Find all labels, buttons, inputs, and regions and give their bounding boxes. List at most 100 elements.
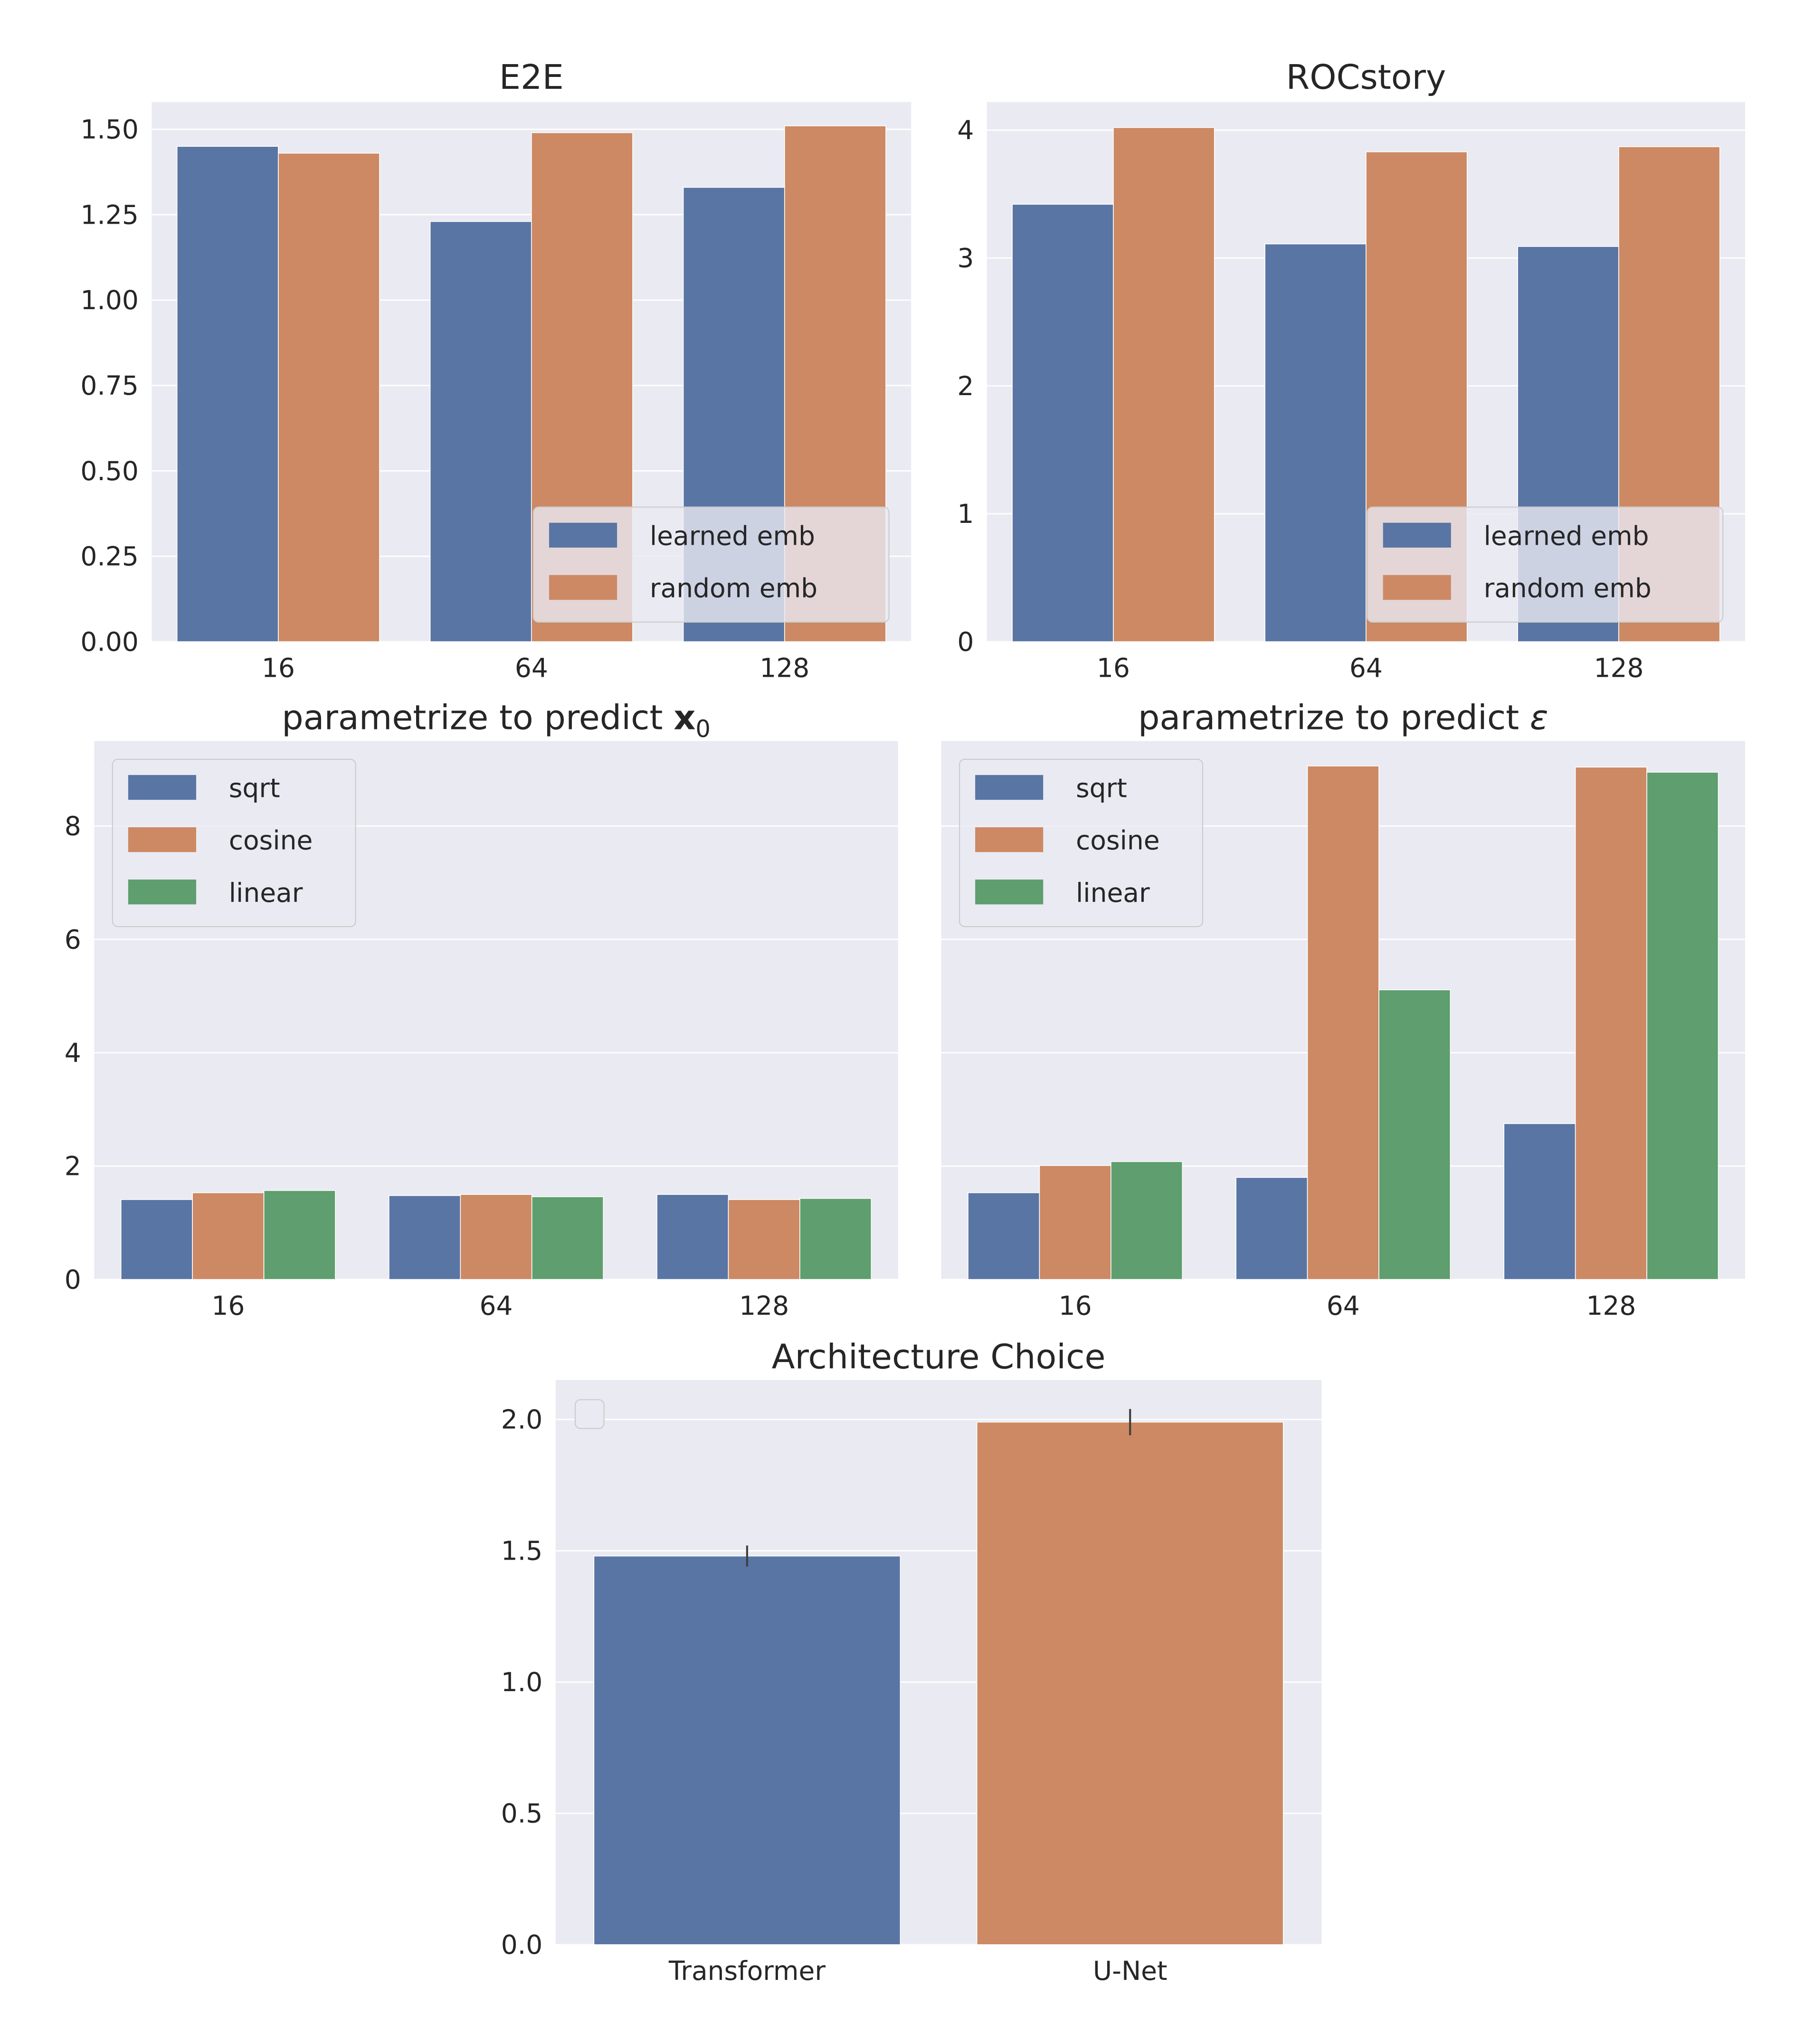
- legend: learned emb random emb: [1367, 506, 1724, 623]
- chart-title: parametrize to predict ε: [1138, 698, 1548, 738]
- x-tick-label: 64: [1349, 653, 1383, 683]
- x-tick-label: 16: [1097, 653, 1130, 683]
- bar-cosine-16: [1039, 1165, 1111, 1280]
- legend-swatch: [1383, 522, 1451, 548]
- y-tick-label: 0.50: [80, 456, 138, 486]
- bar-cosine-64: [460, 1194, 532, 1280]
- legend-swatch: [128, 775, 196, 800]
- title-subscript: 0: [695, 715, 711, 743]
- bar-learned-emb-64: [1264, 243, 1367, 643]
- bar-cosine-16: [192, 1192, 265, 1280]
- bar-random-emb-16: [1113, 127, 1215, 643]
- y-tick-label: 1.50: [80, 114, 138, 144]
- y-tick-label: 0.25: [80, 541, 138, 572]
- legend-label: linear: [229, 878, 303, 908]
- y-tick-label: 4: [957, 115, 974, 145]
- legend-frame: [532, 506, 890, 623]
- bar-cosine-128: [728, 1199, 800, 1280]
- y-tick-label: 1.25: [80, 199, 138, 230]
- chart-eps: parametrize to predict ε 16 64 128 sqrt cosin…: [941, 698, 1745, 1321]
- x-tick-label: 128: [1586, 1290, 1636, 1321]
- legend: learned emb random emb: [532, 506, 890, 623]
- bar-sqrt-64: [1235, 1177, 1308, 1280]
- bar-sqrt-16: [968, 1192, 1040, 1280]
- y-tick-label: 1: [957, 499, 974, 529]
- legend-swatch: [128, 827, 196, 852]
- chart-e2e: 0.00 0.25 0.50 0.75 1.00 1.25 1.50 E2E 16 64 128 le…: [80, 57, 911, 683]
- y-tick-label: 2: [957, 371, 974, 401]
- x-tick-label: U-Net: [1093, 1956, 1168, 1986]
- chart-title: Architecture Choice: [772, 1337, 1106, 1376]
- chart-roc: 0 1 2 3 4 ROCstory 16 64 128 learned emb random em…: [957, 57, 1745, 683]
- title-math: ε: [1530, 698, 1548, 738]
- x-tick-label: 64: [515, 653, 548, 683]
- legend-swatch: [1383, 575, 1451, 600]
- y-tick-label: 1.5: [501, 1536, 543, 1566]
- legend-label: sqrt: [229, 773, 280, 804]
- legend-frame: [1367, 506, 1724, 623]
- bar-sqrt-128: [656, 1194, 729, 1280]
- legend-swatch: [975, 827, 1044, 852]
- legend-swatch: [975, 880, 1044, 905]
- y-tick-label: 1.00: [80, 285, 138, 315]
- legend: sqrt cosine linear: [112, 758, 356, 927]
- bar-U-Net-U-Net: [976, 1421, 1284, 1945]
- legend-frame-empty: [574, 1399, 605, 1429]
- bar-sqrt-64: [389, 1195, 461, 1280]
- y-tick-label: 0: [957, 626, 974, 657]
- title-text: E2E: [499, 57, 564, 97]
- legend-label: learned emb: [650, 521, 815, 551]
- bar-linear-128: [1646, 772, 1719, 1280]
- bar-linear-128: [799, 1198, 872, 1280]
- bar-sqrt-128: [1503, 1123, 1576, 1280]
- legend-swatch: [128, 880, 196, 905]
- chart-arch: 0.0 0.5 1.0 1.5 2.0 Architecture Choice Transf…: [501, 1337, 1322, 1986]
- legend-label: linear: [1076, 878, 1150, 908]
- y-tick-label: 8: [65, 811, 81, 842]
- chart-title: E2E: [499, 57, 564, 97]
- y-tick-label: 3: [957, 243, 974, 273]
- x-tick-label: 128: [739, 1290, 789, 1321]
- y-tick-label: 0.5: [501, 1798, 543, 1829]
- x-tick-label: 128: [760, 653, 809, 683]
- legend: sqrt cosine linear: [959, 758, 1204, 927]
- chart-title: ROCstory: [1286, 57, 1446, 97]
- y-tick-label: 6: [65, 924, 81, 955]
- bar-random-emb-16: [278, 152, 380, 643]
- bar-learned-emb-64: [429, 221, 532, 643]
- bar-linear-16: [263, 1190, 336, 1280]
- y-tick-label: 0.0: [501, 1930, 543, 1960]
- bar-sqrt-16: [120, 1199, 193, 1280]
- legend-label: cosine: [1076, 825, 1160, 856]
- y-tick-label: 0: [65, 1264, 81, 1295]
- legend-label: random emb: [650, 573, 817, 604]
- y-tick-label: 0.00: [80, 626, 138, 657]
- legend-label: random emb: [1484, 573, 1652, 604]
- y-tick-label: 4: [65, 1038, 81, 1068]
- x-tick-label: Transformer: [668, 1956, 826, 1986]
- legend-label: sqrt: [1076, 773, 1127, 804]
- y-tick-label: 0.75: [80, 370, 138, 401]
- title-math: x: [674, 698, 695, 738]
- legend-label: learned emb: [1484, 521, 1649, 551]
- title-text: parametrize to predict: [1138, 698, 1530, 738]
- bar-linear-64: [531, 1196, 604, 1280]
- title-text: parametrize to predict: [282, 698, 674, 738]
- legend-swatch: [549, 575, 617, 600]
- bar-linear-64: [1378, 989, 1451, 1280]
- legend-swatch: [549, 522, 617, 548]
- x-tick-label: 128: [1594, 653, 1643, 683]
- bar-linear-16: [1111, 1161, 1183, 1280]
- y-tick-label: 2.0: [501, 1404, 543, 1435]
- x-tick-label: 16: [211, 1290, 245, 1321]
- y-tick-label: 1.0: [501, 1667, 543, 1697]
- title-text: ROCstory: [1286, 57, 1446, 97]
- legend-label: cosine: [229, 825, 313, 856]
- title-text: Architecture Choice: [772, 1337, 1106, 1376]
- y-tick-label: 2: [65, 1151, 81, 1182]
- bar-cosine-128: [1575, 766, 1647, 1280]
- x-tick-label: 16: [1059, 1290, 1092, 1321]
- bar-learned-emb-16: [176, 146, 279, 643]
